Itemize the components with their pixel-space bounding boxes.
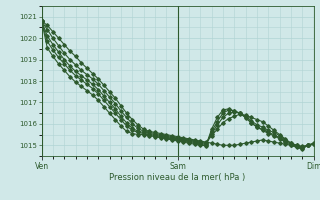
X-axis label: Pression niveau de la mer( hPa ): Pression niveau de la mer( hPa ): [109, 173, 246, 182]
